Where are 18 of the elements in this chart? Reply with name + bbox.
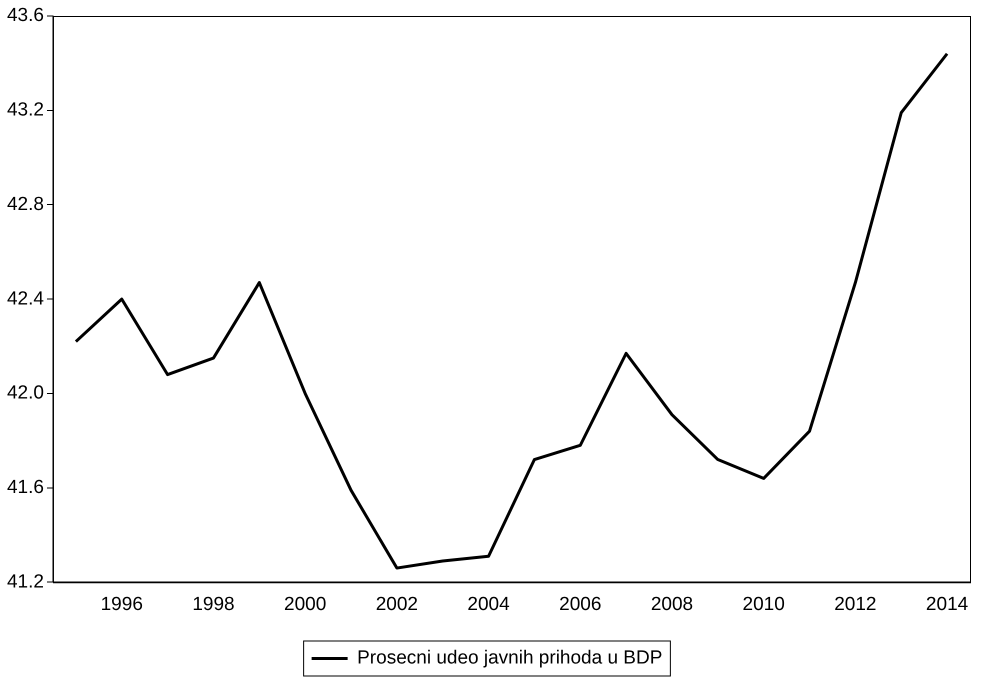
y-tick-label: 43.6 bbox=[6, 5, 44, 26]
x-tick-label: 2010 bbox=[742, 594, 785, 615]
y-tick-label: 42.4 bbox=[6, 288, 44, 310]
x-tick-label: 1998 bbox=[192, 594, 235, 615]
x-tick-label: 2012 bbox=[834, 594, 877, 615]
x-tick-label: 2006 bbox=[559, 594, 602, 615]
x-tick-label: 2014 bbox=[926, 594, 969, 615]
x-tick-label: 2002 bbox=[376, 594, 418, 615]
y-tick-label: 41.6 bbox=[6, 477, 44, 498]
y-tick-label: 43.2 bbox=[6, 100, 44, 121]
x-tick-label: 2004 bbox=[467, 594, 510, 615]
legend-label: Prosecni udeo javnih prihoda u BDP bbox=[357, 648, 662, 669]
x-tick-label: 1996 bbox=[100, 594, 143, 615]
y-tick-label: 42.8 bbox=[6, 194, 44, 215]
y-tick-label: 41.2 bbox=[6, 571, 44, 592]
y-tick-label: 42.0 bbox=[6, 382, 44, 404]
x-tick-label: 2000 bbox=[284, 594, 326, 615]
x-tick-label: 2008 bbox=[650, 594, 694, 615]
